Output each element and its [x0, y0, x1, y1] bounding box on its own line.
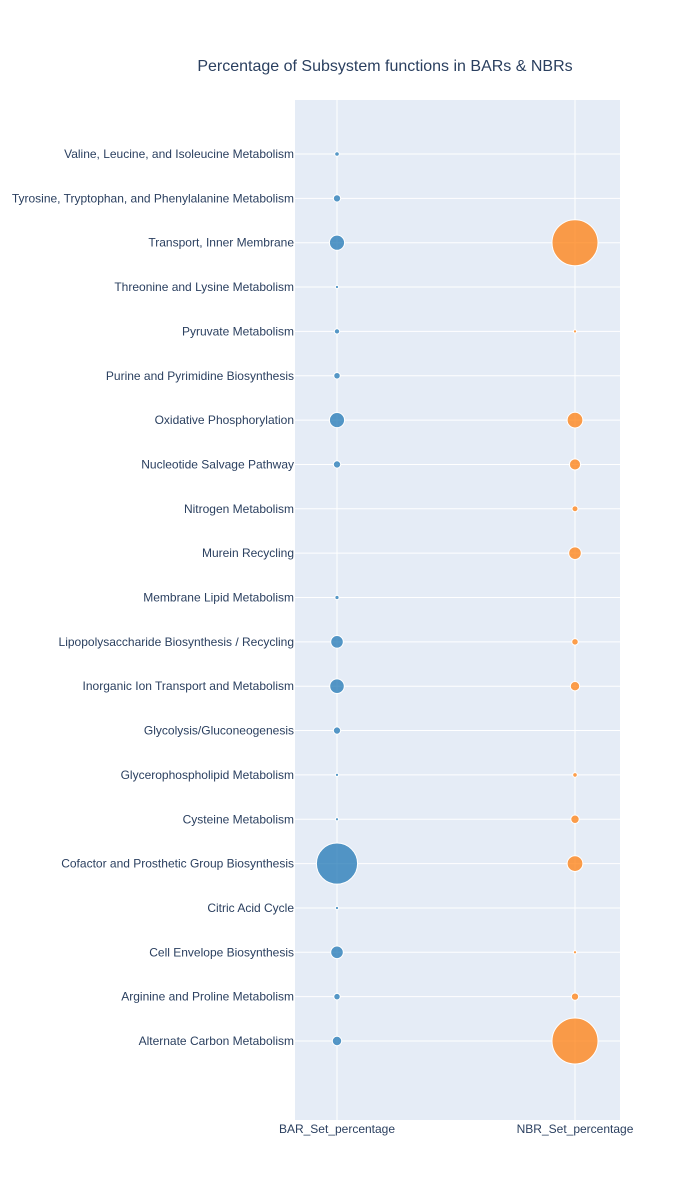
- x-tick-label: BAR_Set_percentage: [279, 1122, 395, 1136]
- data-point: [332, 460, 342, 469]
- data-point: [551, 1017, 599, 1065]
- y-tick-label: Oxidative Phosphorylation: [155, 413, 294, 427]
- y-tick-label: Inorganic Ion Transport and Metabolism: [83, 679, 294, 693]
- data-point: [334, 151, 340, 157]
- data-point: [332, 726, 342, 735]
- data-point: [315, 842, 359, 885]
- y-axis-tick-labels: Valine, Leucine, and Isoleucine Metaboli…: [12, 147, 294, 1048]
- data-point: [332, 194, 342, 203]
- data-point: [334, 905, 340, 911]
- y-tick-label: Glycerophospholipid Metabolism: [121, 768, 294, 782]
- data-point: [330, 635, 344, 649]
- y-tick-label: Glycolysis/Gluconeogenesis: [144, 724, 294, 738]
- y-tick-label: Nitrogen Metabolism: [184, 502, 294, 516]
- y-tick-label: Murein Recycling: [202, 546, 294, 560]
- data-point: [566, 855, 584, 872]
- data-point: [334, 594, 340, 601]
- y-tick-label: Citric Acid Cycle: [207, 901, 294, 915]
- data-point: [568, 458, 582, 471]
- data-point: [333, 328, 341, 335]
- data-point: [330, 945, 344, 960]
- data-points: [315, 151, 599, 1065]
- data-point: [569, 681, 581, 692]
- plot-area: [295, 100, 620, 1120]
- data-point: [572, 950, 578, 955]
- data-point: [570, 992, 580, 1001]
- y-tick-label: Purine and Pyrimidine Biosynthesis: [106, 369, 294, 383]
- y-tick-label: Valine, Leucine, and Isoleucine Metaboli…: [64, 147, 294, 161]
- y-tick-label: Nucleotide Salvage Pathway: [141, 457, 294, 471]
- y-tick-label: Pyruvate Metabolism: [182, 324, 294, 338]
- data-point: [571, 505, 579, 513]
- data-point: [568, 546, 582, 560]
- data-point: [551, 219, 599, 267]
- y-tick-label: Transport, Inner Membrane: [148, 236, 294, 250]
- y-tick-label: Cofactor and Prosthetic Group Biosynthes…: [61, 857, 294, 871]
- data-point: [334, 284, 340, 290]
- data-point: [566, 411, 584, 429]
- data-point: [334, 772, 340, 778]
- y-grid: [295, 153, 620, 1042]
- data-point: [333, 372, 341, 380]
- y-tick-label: Threonine and Lysine Metabolism: [114, 280, 294, 294]
- y-tick-label: Tyrosine, Tryptophan, and Phenylalanine …: [12, 191, 294, 205]
- data-point: [571, 638, 579, 646]
- data-point: [328, 234, 346, 251]
- y-tick-label: Cell Envelope Biosynthesis: [149, 945, 294, 959]
- data-point: [329, 678, 345, 694]
- data-point: [572, 772, 578, 778]
- data-point: [331, 1035, 343, 1047]
- y-tick-label: Arginine and Proline Metabolism: [121, 990, 294, 1004]
- y-tick-label: Membrane Lipid Metabolism: [143, 591, 294, 605]
- x-tick-label: NBR_Set_percentage: [517, 1122, 634, 1136]
- chart-title: Percentage of Subsystem functions in BAR…: [197, 58, 572, 75]
- y-tick-label: Alternate Carbon Metabolism: [139, 1034, 294, 1048]
- data-point: [333, 992, 341, 1001]
- x-axis-tick-labels: BAR_Set_percentage NBR_Set_percentage: [279, 1122, 634, 1136]
- y-tick-label: Lipopolysaccharide Biosynthesis / Recycl…: [59, 635, 294, 649]
- data-point: [570, 814, 580, 824]
- data-point: [572, 329, 578, 334]
- data-point: [328, 412, 346, 429]
- y-tick-label: Cysteine Metabolism: [183, 812, 294, 826]
- data-point: [334, 817, 340, 822]
